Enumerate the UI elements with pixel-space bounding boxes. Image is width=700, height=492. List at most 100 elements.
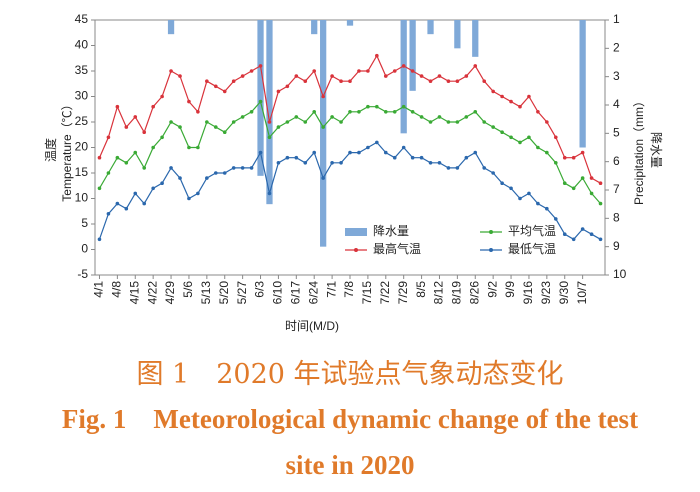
temp-point xyxy=(97,237,102,242)
y-tick-label: 45 xyxy=(75,12,89,26)
temp-point xyxy=(267,135,272,140)
x-tick-label: 8/19 xyxy=(450,281,464,305)
temp-point xyxy=(589,232,594,236)
temp-point xyxy=(285,155,290,160)
x-tick-label: 6/24 xyxy=(306,281,320,305)
temp-point xyxy=(160,135,164,140)
temp-point xyxy=(249,69,254,73)
temp-point xyxy=(545,150,549,155)
temp-point xyxy=(357,150,361,155)
temp-point xyxy=(446,120,451,124)
temp-point xyxy=(553,217,558,221)
temp-point xyxy=(231,120,236,124)
temp-point xyxy=(321,176,325,180)
temp-point xyxy=(518,196,522,201)
temp-line xyxy=(98,54,601,184)
temp-point xyxy=(473,110,478,114)
x-tick-label: 8/12 xyxy=(432,281,446,305)
x-tick-label: 9/23 xyxy=(539,281,553,305)
temp-point xyxy=(294,155,299,160)
temp-point xyxy=(571,237,576,242)
temp-point xyxy=(491,89,495,94)
temp-point xyxy=(213,171,218,175)
temp-point xyxy=(115,201,120,206)
temp-point xyxy=(446,166,451,170)
temp-point xyxy=(115,155,120,160)
temp-point xyxy=(428,120,433,124)
x-tick-label: 8/5 xyxy=(414,281,428,298)
x-tick-label: 5/20 xyxy=(217,281,231,305)
temp-point xyxy=(124,125,129,129)
temp-point xyxy=(249,110,254,114)
temp-point xyxy=(366,69,370,73)
temp-point xyxy=(401,145,406,150)
y-axis-title: Temperature（℃） xyxy=(60,98,74,201)
temp-point xyxy=(97,186,102,191)
temp-point xyxy=(231,166,236,170)
temp-point xyxy=(205,79,209,83)
temp-point xyxy=(213,125,218,129)
temp-point xyxy=(258,150,263,155)
temp-point xyxy=(410,155,415,160)
temp-point xyxy=(187,99,191,104)
temp-point xyxy=(589,191,594,196)
y2-tick-label: 3 xyxy=(613,69,620,83)
temp-point xyxy=(598,181,603,185)
temp-point xyxy=(464,74,469,78)
temp-point xyxy=(196,191,200,196)
temp-point xyxy=(124,206,129,211)
legend-swatch xyxy=(354,248,358,252)
temp-point xyxy=(518,104,522,109)
temp-point xyxy=(294,74,299,78)
temp-point xyxy=(500,130,504,134)
temp-point xyxy=(357,110,361,114)
temp-point xyxy=(160,94,164,99)
temp-point xyxy=(580,150,585,155)
y-tick-label: 25 xyxy=(75,114,89,128)
temp-point xyxy=(249,166,254,170)
temp-point xyxy=(562,232,567,236)
temp-point xyxy=(536,201,540,206)
temp-point xyxy=(151,145,155,150)
temp-point xyxy=(545,206,549,211)
temp-point xyxy=(142,166,147,170)
y2-axis-title-cn: 降水量 xyxy=(649,132,663,168)
temp-point xyxy=(187,196,191,201)
temp-point xyxy=(276,89,281,94)
temp-point xyxy=(222,89,227,94)
temp-point xyxy=(240,74,245,78)
x-tick-label: 5/6 xyxy=(181,281,195,298)
y-tick-label: 5 xyxy=(81,216,88,230)
caption-en: Fig. 1 Meteorological dynamic change of … xyxy=(61,404,639,480)
temp-point xyxy=(321,125,325,129)
precip-bar xyxy=(257,20,264,176)
temp-point xyxy=(401,64,406,68)
y2-tick-label: 10 xyxy=(613,267,627,281)
temp-point xyxy=(571,186,576,191)
x-tick-label: 4/22 xyxy=(145,281,159,305)
x-tick-label: 4/8 xyxy=(110,281,124,298)
temp-point xyxy=(240,115,245,119)
temp-point xyxy=(178,74,182,78)
y-tick-label: 20 xyxy=(75,140,89,154)
temp-point xyxy=(482,79,487,83)
temp-point xyxy=(509,99,513,104)
temp-point xyxy=(267,191,272,196)
temp-point xyxy=(151,186,155,191)
temp-point xyxy=(455,120,460,124)
temp-point xyxy=(294,115,299,119)
temp-point xyxy=(437,161,442,165)
x-tick-label: 5/27 xyxy=(235,281,249,305)
x-tick-label: 10/7 xyxy=(575,281,589,305)
temp-point xyxy=(536,145,540,150)
temp-point xyxy=(348,150,352,155)
precip-bar xyxy=(311,20,318,35)
x-tick-label: 4/29 xyxy=(163,281,177,305)
temp-point xyxy=(366,104,370,109)
temp-point xyxy=(231,79,236,83)
x-tick-label: 4/15 xyxy=(127,281,141,305)
temp-point xyxy=(133,191,138,196)
legend-label: 平均气温 xyxy=(508,223,556,238)
temp-point xyxy=(455,166,460,170)
